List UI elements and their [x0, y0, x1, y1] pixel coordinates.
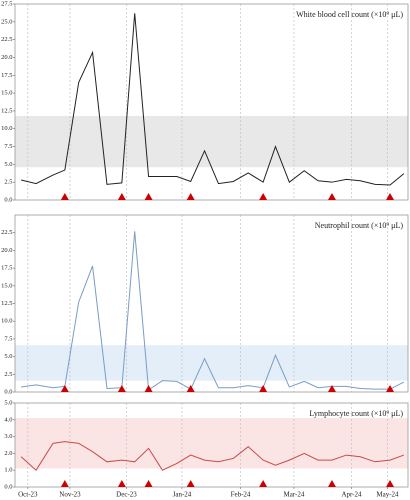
reference-band	[15, 345, 408, 381]
panel-title: Neutrophil count (×10⁹ μL)	[315, 221, 404, 230]
panel-title: Lymphocyte count (×10⁹ μL)	[309, 409, 403, 418]
y-tick-label: 22.5	[1, 36, 12, 43]
y-tick-label: 0.0	[4, 196, 12, 203]
y-tick-label: 5.0	[4, 399, 12, 406]
event-marker	[259, 385, 268, 392]
event-marker	[386, 193, 395, 200]
y-tick-label: 22.5	[1, 229, 12, 236]
y-tick-label: 12.5	[1, 300, 12, 307]
event-marker	[386, 385, 395, 392]
event-marker	[327, 480, 336, 487]
reference-band	[15, 418, 408, 469]
event-marker	[144, 480, 153, 487]
x-tick-label: Oct-23	[18, 491, 38, 499]
y-tick-label: 1.0	[4, 467, 12, 474]
y-tick-label: 20.0	[1, 54, 12, 61]
y-tick-label: 5.0	[4, 353, 12, 360]
y-tick-label: 20.0	[1, 247, 12, 254]
data-line	[21, 13, 405, 186]
y-tick-label: 2.0	[4, 450, 12, 457]
y-tick-label: 7.5	[4, 335, 12, 342]
y-tick-label: 12.5	[1, 107, 12, 114]
x-tick-label: Feb-24	[231, 491, 251, 499]
event-marker	[117, 193, 126, 200]
event-marker	[117, 480, 126, 487]
x-tick-label: Nov-23	[59, 491, 81, 499]
y-tick-label: 15.0	[1, 90, 12, 97]
y-tick-label: 0.0	[4, 483, 12, 490]
plot-frame	[14, 402, 409, 488]
y-tick-label: 7.5	[4, 143, 12, 150]
x-tick-label: Apr-24	[341, 491, 362, 499]
y-tick-label: 17.5	[1, 72, 12, 79]
event-marker	[386, 480, 395, 487]
y-tick-label: 5.0	[4, 161, 12, 168]
y-tick-label: 4.0	[4, 416, 12, 423]
event-marker	[144, 385, 153, 392]
y-tick-label: 2.5	[4, 371, 12, 378]
event-marker	[60, 193, 69, 200]
event-marker	[259, 193, 268, 200]
event-marker	[186, 480, 195, 487]
y-tick-label: 17.5	[1, 265, 12, 272]
x-tick-label: May-24	[376, 491, 399, 499]
y-tick-label: 0.0	[4, 388, 12, 395]
y-tick-label: 2.5	[4, 179, 12, 186]
y-tick-label: 25.0	[1, 18, 12, 25]
y-tick-label: 27.5	[1, 0, 12, 7]
reference-band	[15, 115, 408, 168]
y-tick-label: 10.0	[1, 318, 12, 325]
x-tick-label: Dec-23	[116, 491, 137, 499]
panel-title: White blood cell count (×10⁹ μL)	[296, 10, 403, 19]
plot-frame	[14, 3, 409, 201]
x-tick-label: Mar-24	[284, 491, 305, 499]
event-marker	[327, 385, 336, 392]
y-tick-label: 3.0	[4, 433, 12, 440]
event-marker	[327, 193, 336, 200]
event-marker	[259, 480, 268, 487]
y-tick-label: 15.0	[1, 282, 12, 289]
event-marker	[60, 385, 69, 392]
data-line	[20, 441, 405, 471]
event-marker	[186, 193, 195, 200]
event-marker	[144, 193, 153, 200]
event-marker	[60, 480, 69, 487]
event-marker	[117, 385, 126, 392]
event-marker	[186, 385, 195, 392]
x-tick-label: Jan-24	[173, 491, 192, 499]
data-line	[21, 231, 405, 391]
y-tick-label: 10.0	[1, 125, 12, 132]
